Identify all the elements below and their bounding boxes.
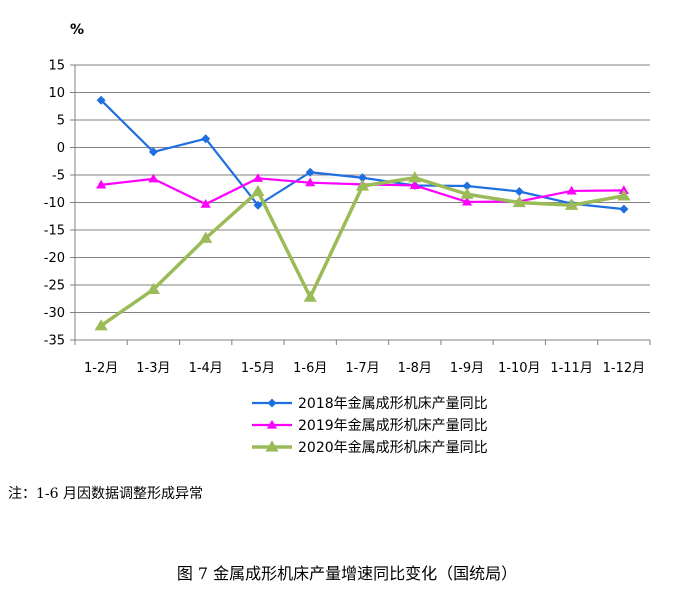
data-point: [408, 171, 422, 183]
y-tick-labels: 15 10 5 0 -5 -10 -15 -20 -25 -30 -35: [44, 59, 65, 349]
y-tick-label: 0: [57, 141, 65, 156]
legend-item-3: 2020年金属成形机床产量同比: [252, 440, 488, 456]
data-point: [619, 204, 629, 214]
data-point: [514, 187, 524, 196]
x-tick-label: 1-3月: [136, 361, 170, 376]
data-point: [355, 179, 370, 191]
y-tick-label: 5: [57, 114, 65, 129]
x-tick-label: 1-4月: [189, 361, 223, 376]
y-tick-label: -30: [44, 306, 65, 321]
data-point: [305, 177, 316, 187]
data-point: [253, 200, 263, 210]
y-tick-label: -25: [44, 279, 65, 294]
x-tick-label: 1-11月: [550, 361, 593, 376]
data-point: [303, 290, 317, 302]
data-point: [96, 179, 107, 189]
series-1: [96, 95, 629, 214]
data-point: [266, 419, 278, 429]
data-point: [199, 231, 213, 243]
data-point: [94, 319, 108, 331]
y-tick-label: -5: [52, 169, 65, 184]
data-point: [265, 440, 279, 452]
series-line: [100, 176, 625, 328]
x-tick-label: 1-10月: [498, 361, 541, 376]
data-point: [148, 173, 159, 183]
axes: [70, 64, 651, 345]
x-tick-label: 1-2月: [84, 361, 118, 376]
data-point: [617, 189, 631, 201]
data-point: [251, 184, 265, 197]
y-tick-label: 15: [48, 59, 65, 74]
legend-item-1: 2018年金属成形机床产量同比: [252, 396, 488, 412]
series-group: [94, 95, 631, 331]
x-tick-labels: 1-2月 1-3月 1-4月 1-5月 1-6月 1-7月 1-8月 1-9月 1-10月 1-1…: [84, 361, 645, 376]
x-tick-label: 1-12月: [603, 361, 646, 376]
legend-item-2: 2019年金属成形机床产量同比: [252, 418, 488, 434]
series-line: [100, 99, 624, 211]
data-point: [358, 173, 367, 183]
y-tick-label: -10: [44, 196, 65, 211]
x-tick-label: 1-5月: [241, 361, 275, 376]
data-point: [146, 282, 161, 295]
data-point: [305, 167, 315, 177]
x-tick-label: 1-9月: [450, 361, 484, 376]
data-point: [461, 196, 473, 206]
legend-label: 2018年金属成形机床产量同比: [298, 396, 488, 412]
legend-label: 2020年金属成形机床产量同比: [298, 440, 488, 456]
data-point: [252, 173, 264, 182]
y-tick-label: -15: [44, 224, 65, 239]
chart-note: 注：1-6 月因数据调整形成异常: [8, 486, 203, 502]
x-tick-label: 1-8月: [398, 361, 432, 376]
data-point: [460, 187, 474, 199]
data-point: [512, 195, 526, 208]
data-point: [148, 147, 158, 157]
figure-caption: 图 7 金属成形机床产量增速同比变化（国统局）: [176, 564, 518, 583]
legend: 2018年金属成形机床产量同比 2019年金属成形机床产量同比 2020年金属成形机…: [252, 396, 488, 456]
data-point: [564, 198, 579, 210]
data-point: [200, 199, 211, 208]
y-tick-label: -35: [44, 334, 65, 349]
data-point: [566, 185, 577, 195]
y-tick-label: 10: [48, 86, 65, 101]
data-point: [409, 180, 420, 190]
line-chart: % 15 10 5 0 -5 -10 -15 -20 -25 -30 -35 1-2月 1-3月 1-4…: [44, 22, 651, 456]
x-tick-label: 1-6月: [293, 361, 327, 376]
legend-label: 2019年金属成形机床产量同比: [298, 418, 488, 434]
data-point: [267, 398, 277, 408]
data-point: [201, 134, 211, 144]
y-axis-unit-label: %: [70, 22, 84, 38]
y-tick-label: -20: [44, 251, 65, 266]
x-tick-label: 1-7月: [345, 361, 379, 376]
data-point: [96, 95, 106, 105]
data-point: [462, 181, 472, 191]
series-3: [94, 171, 631, 331]
